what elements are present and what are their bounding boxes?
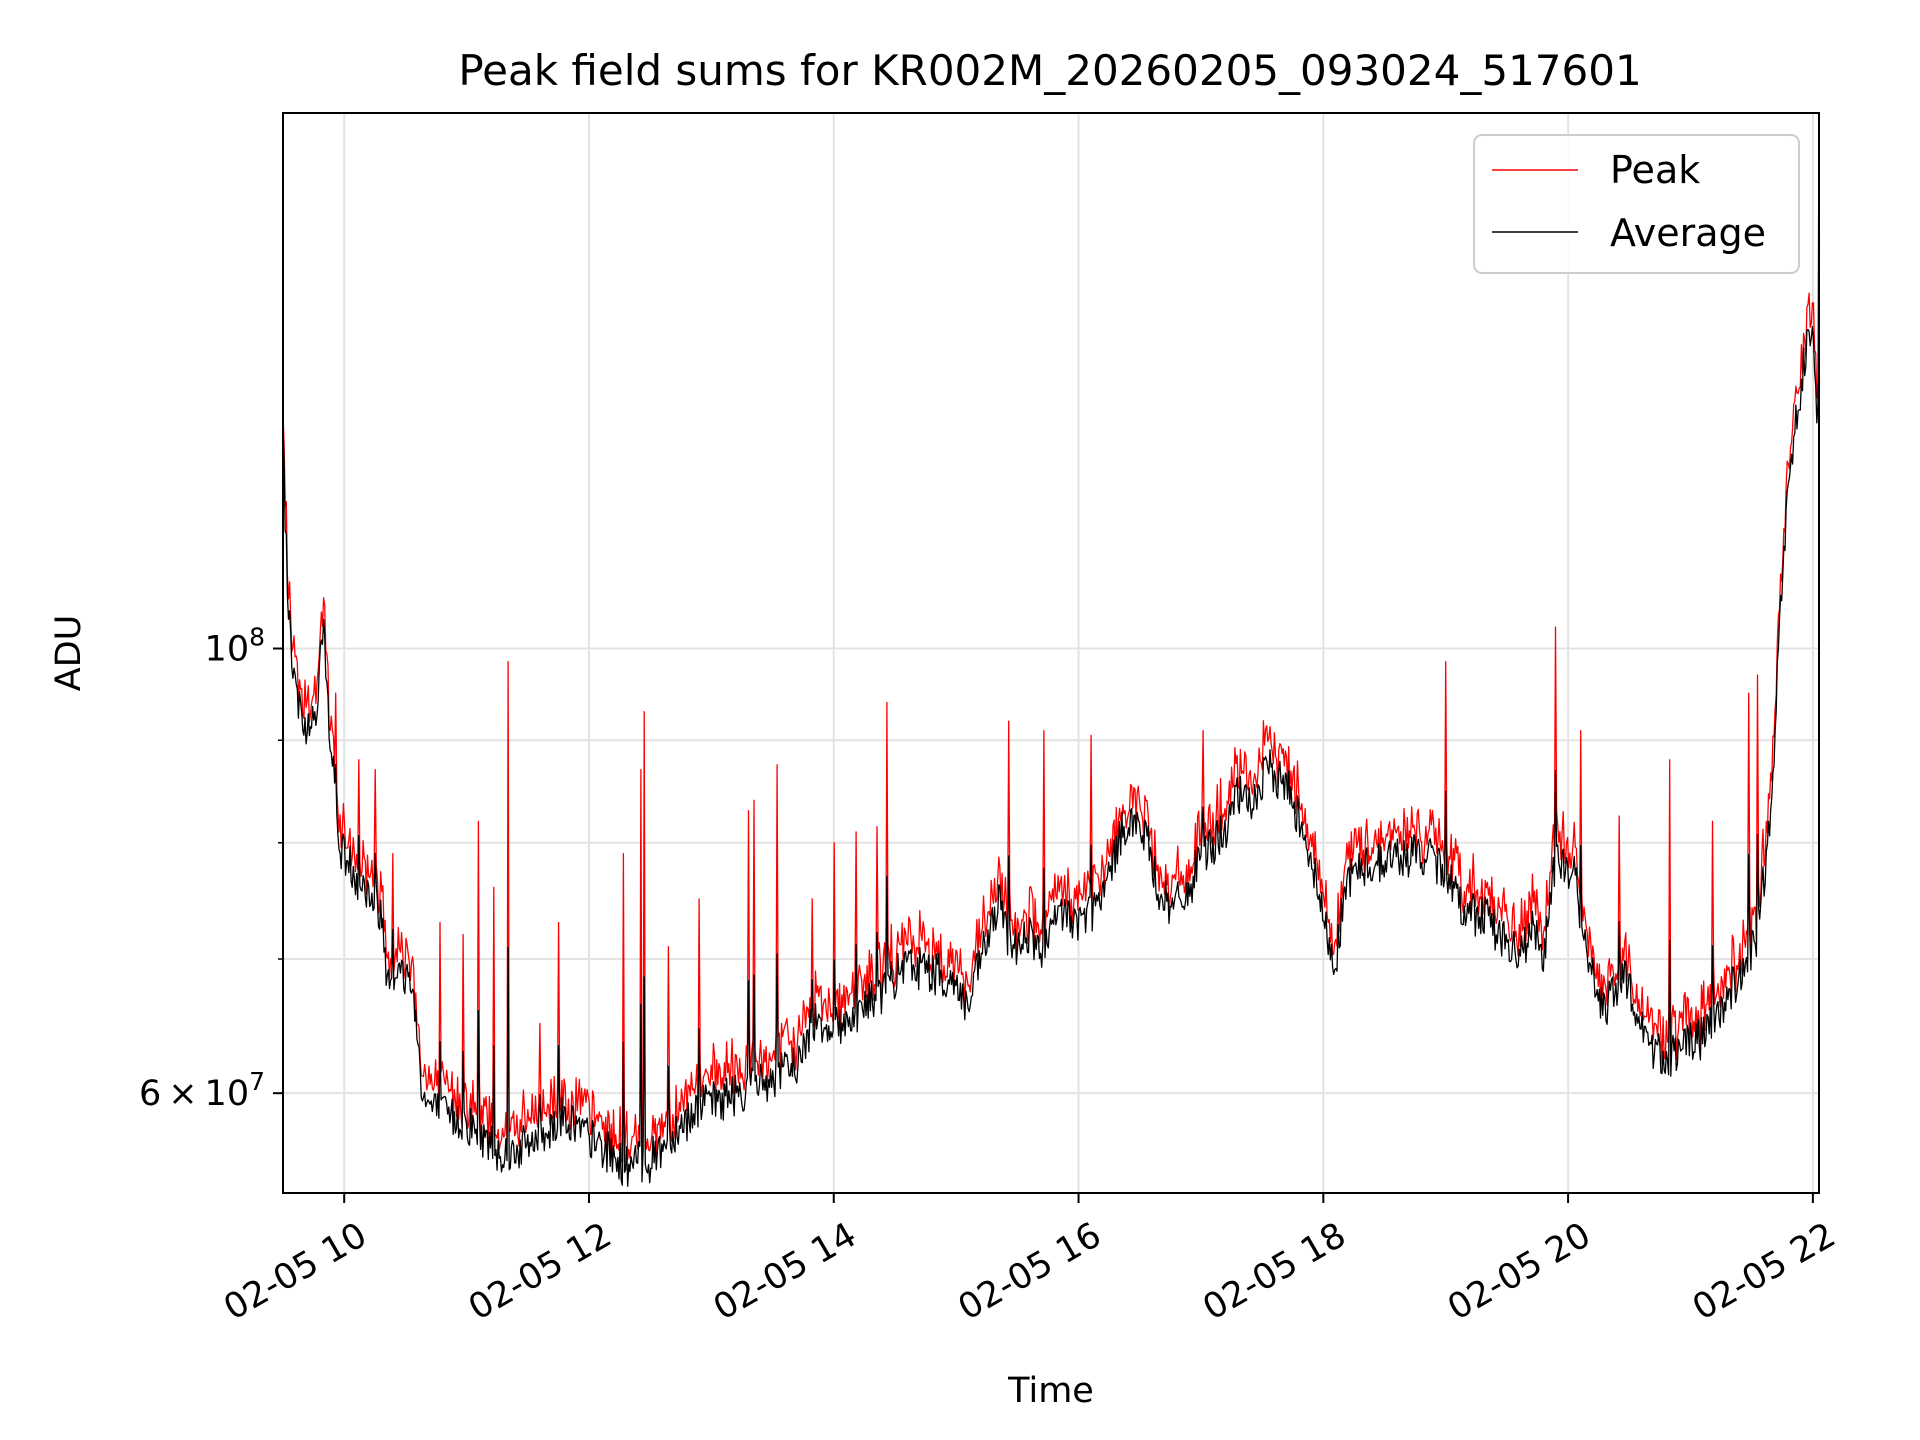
y-tick-label-0: 108 [205, 623, 265, 670]
x-tick-label-0: 02-05 10 [217, 1215, 373, 1328]
x-tick-label-6: 02-05 22 [1686, 1215, 1842, 1328]
chart-title: Peak field sums for KR002M_20260205_0930… [458, 46, 1641, 95]
x-tick-label-5: 02-05 20 [1441, 1215, 1597, 1328]
x-axis-label: Time [1007, 1371, 1094, 1411]
y-tick-label-1: 6 × 107 [139, 1067, 265, 1114]
legend-average-label: Average [1610, 211, 1766, 255]
y-axis-label: ADU [49, 615, 89, 692]
x-tick-label-1: 02-05 12 [462, 1215, 618, 1328]
legend-peak-label: Peak [1610, 148, 1700, 192]
grid [283, 113, 1819, 1193]
y-axis: 108 6 × 107 [139, 623, 283, 1114]
x-tick-label-4: 02-05 18 [1197, 1215, 1353, 1328]
plot-frame [282, 112, 1820, 1194]
x-tick-label-2: 02-05 14 [707, 1215, 863, 1328]
x-axis: 02-05 10 02-05 12 02-05 14 02-05 16 02-05 18… [217, 1193, 1842, 1329]
plot-area [282, 112, 1820, 1187]
legend: Peak Average [1473, 134, 1800, 274]
average-series-line [282, 307, 1820, 1187]
peak-series-line [282, 112, 1820, 1164]
x-tick-label-3: 02-05 16 [952, 1215, 1108, 1328]
